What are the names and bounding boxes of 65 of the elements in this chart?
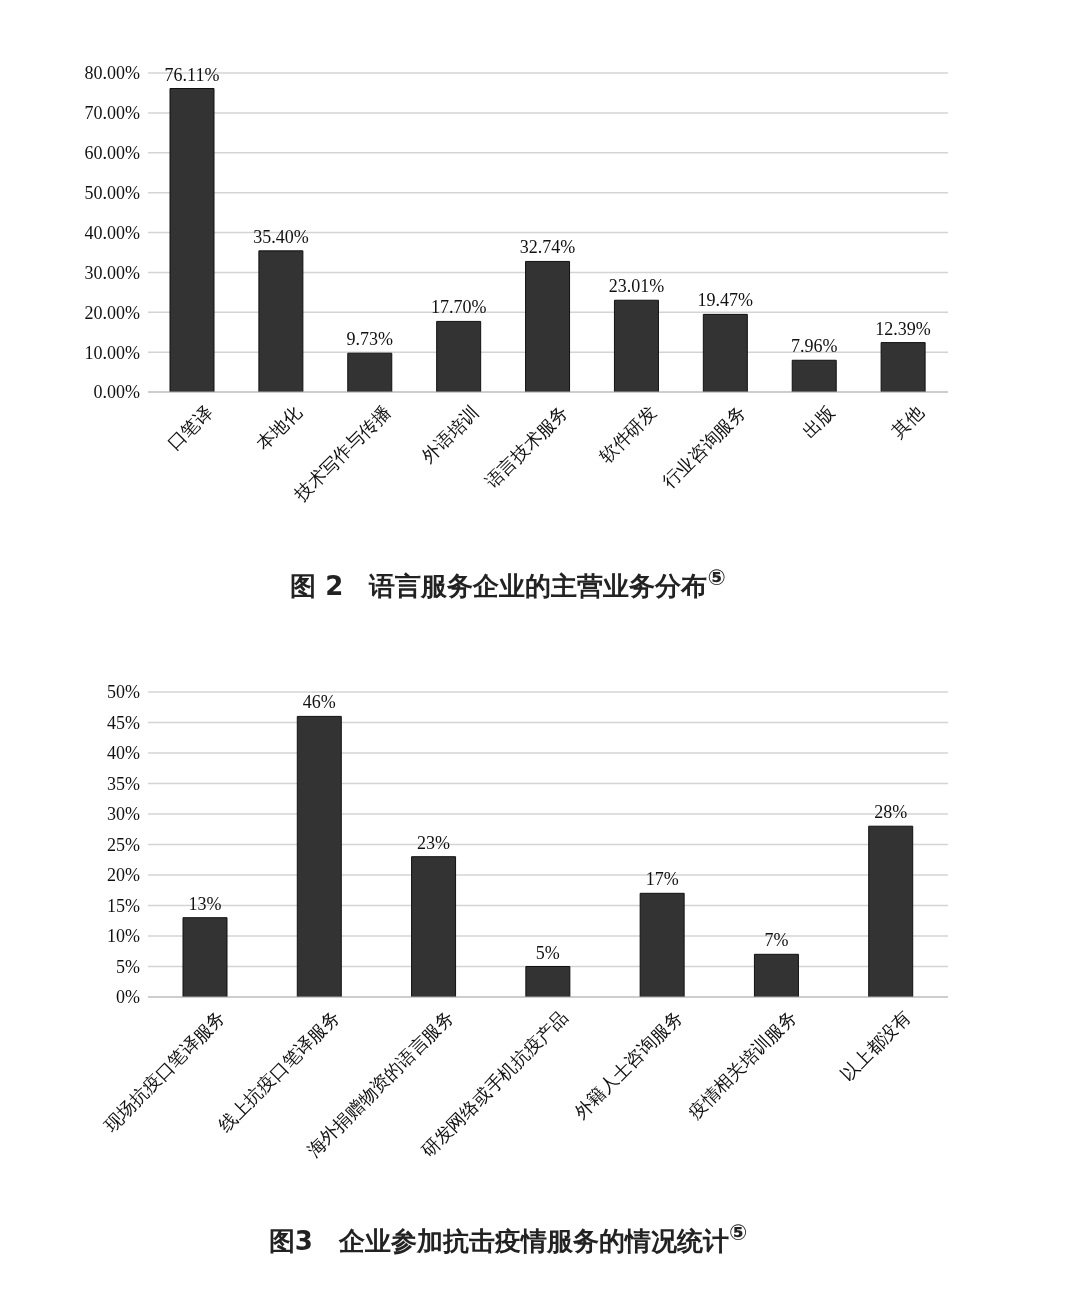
x-tick-label: 以上都没有 (836, 1006, 915, 1085)
data-label: 23.01% (608, 276, 665, 297)
x-tick-label: 口笔译 (164, 401, 217, 455)
x-tick-label: 本地化 (252, 401, 306, 455)
data-label: 35.40% (253, 226, 309, 247)
y-tick-label: 30% (107, 804, 140, 825)
data-label: 28% (874, 802, 908, 823)
bar (169, 88, 215, 392)
data-label: 17.70% (430, 297, 487, 318)
x-tick-label: 软件研发 (595, 401, 661, 467)
bar (753, 953, 799, 997)
x-tick-label: 出版 (798, 401, 839, 442)
bar (436, 320, 482, 392)
y-tick-label: 50.00% (84, 183, 140, 204)
bar (791, 359, 837, 392)
y-tick-label: 10.00% (84, 342, 140, 363)
x-tick-label: 外语培训 (417, 401, 483, 467)
x-tick-label: 外籍人士咨询服务 (570, 1006, 687, 1123)
y-tick-label: 70.00% (84, 103, 140, 124)
bar (639, 892, 685, 997)
bar (525, 966, 571, 997)
data-label: 19.47% (697, 290, 754, 311)
y-tick-label: 80.00% (84, 63, 140, 84)
bar (296, 715, 342, 997)
x-tick-label: 疫情相关培训服务 (684, 1006, 801, 1123)
text: 图3 企业参加抗击疫情服务的情况统计$^{⑤}$ (267, 1219, 749, 1258)
y-tick-label: 40% (107, 743, 140, 764)
data-label: 12.39% (875, 318, 931, 339)
data-label: 32.74% (519, 237, 576, 258)
y-tick-label: 0.00% (93, 382, 140, 403)
data-label: 46% (302, 692, 336, 713)
y-tick-label: 20% (107, 865, 140, 886)
bar (613, 299, 659, 392)
data-label: 17% (645, 869, 679, 890)
bar (525, 260, 571, 392)
bar (347, 352, 393, 392)
bar (868, 825, 914, 997)
y-tick-label: 20.00% (84, 302, 140, 323)
y-tick-label: 10% (107, 926, 140, 947)
x-tick-label: 语言技术服务 (481, 401, 572, 493)
text: 图 2 语言服务企业的主营业务分布$^{⑤}$ (289, 564, 727, 603)
x-tick-label: 行业咨询服务 (659, 401, 750, 493)
y-tick-label: 35% (107, 773, 140, 794)
y-tick-label: 45% (107, 712, 140, 733)
y-tick-label: 0% (116, 987, 140, 1008)
y-tick-label: 40.00% (84, 222, 140, 243)
bar (258, 250, 304, 392)
bar (182, 917, 228, 997)
x-tick-label: 其他 (887, 401, 928, 442)
bar (880, 342, 926, 392)
data-label: 7.96% (790, 336, 838, 357)
y-tick-label: 15% (107, 895, 140, 916)
data-label: 76.11% (164, 64, 220, 85)
data-label: 7% (764, 930, 789, 951)
y-tick-label: 25% (107, 834, 140, 855)
y-tick-label: 5% (116, 956, 140, 977)
data-label: 13% (188, 893, 222, 914)
y-tick-label: 30.00% (84, 262, 140, 283)
data-label: 23% (417, 832, 451, 853)
data-label: 5% (535, 942, 560, 963)
bar (702, 313, 748, 392)
y-tick-label: 50% (107, 682, 140, 703)
y-tick-label: 60.00% (84, 143, 140, 164)
data-label: 9.73% (346, 329, 394, 350)
bar (411, 856, 457, 997)
